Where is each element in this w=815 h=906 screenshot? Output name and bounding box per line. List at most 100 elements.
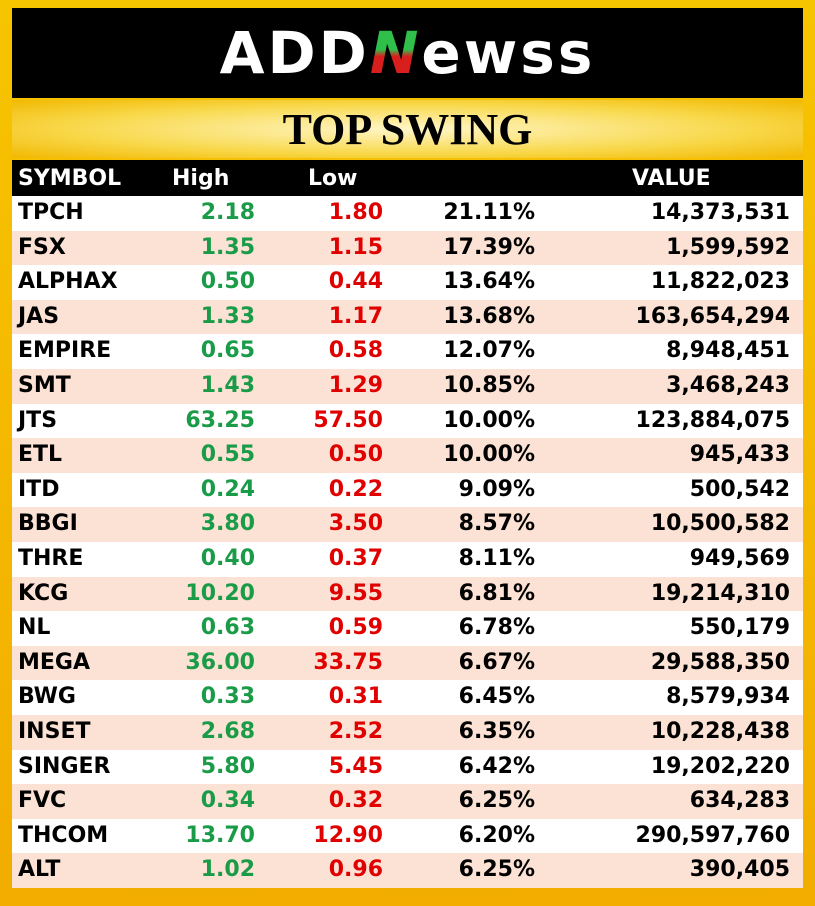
value-cell: 10,500,582 bbox=[650, 511, 790, 537]
table-row: MEGA 36.00 33.75 6.67% 29,588,350 bbox=[12, 645, 803, 681]
change-cell: 9.09% bbox=[458, 476, 535, 502]
symbol-cell: THRE bbox=[18, 545, 84, 571]
value-cell: 8,579,934 bbox=[666, 684, 790, 710]
column-header: High bbox=[172, 166, 230, 191]
high-cell: 5.80 bbox=[200, 753, 255, 779]
high-cell: 1.43 bbox=[200, 372, 255, 398]
table-row: KCG 10.20 9.55 6.81% 19,214,310 bbox=[12, 576, 803, 612]
value-cell: 390,405 bbox=[689, 857, 790, 883]
logo: ADDNewss bbox=[220, 19, 596, 87]
high-cell: 2.18 bbox=[200, 200, 255, 225]
logo-part: ewss bbox=[421, 19, 596, 87]
table-row: SMT 1.43 1.29 10.85% 3,468,243 bbox=[12, 368, 803, 404]
high-cell: 0.40 bbox=[200, 545, 255, 571]
value-cell: 634,283 bbox=[689, 788, 790, 814]
low-cell: 0.50 bbox=[328, 442, 383, 468]
low-cell: 33.75 bbox=[313, 649, 383, 675]
change-cell: 13.64% bbox=[443, 269, 535, 295]
value-cell: 945,433 bbox=[689, 442, 790, 468]
symbol-cell: SMT bbox=[18, 372, 71, 398]
table-row: NL 0.63 0.59 6.78% 550,179 bbox=[12, 611, 803, 646]
low-cell: 0.31 bbox=[328, 684, 383, 710]
table-row: EMPIRE 0.65 0.58 12.07% 8,948,451 bbox=[12, 334, 803, 369]
table-row: INSET 2.68 2.52 6.35% 10,228,438 bbox=[12, 714, 803, 750]
change-cell: 6.42% bbox=[458, 753, 535, 779]
symbol-cell: THCOM bbox=[18, 822, 109, 848]
high-cell: 0.63 bbox=[200, 615, 255, 641]
low-cell: 0.22 bbox=[328, 476, 383, 502]
table-row: BBGI 3.80 3.50 8.57% 10,500,582 bbox=[12, 507, 803, 542]
table-row: SINGER 5.80 5.45 6.42% 19,202,220 bbox=[12, 749, 803, 785]
symbol-cell: BWG bbox=[18, 684, 76, 710]
low-cell: 3.50 bbox=[328, 511, 383, 537]
column-header: SYMBOL bbox=[18, 166, 122, 191]
symbol-cell: JAS bbox=[18, 303, 60, 329]
change-cell: 6.45% bbox=[458, 684, 535, 710]
low-cell: 0.96 bbox=[328, 857, 383, 883]
value-cell: 8,948,451 bbox=[666, 338, 790, 364]
symbol-cell: ALT bbox=[18, 857, 61, 883]
value-cell: 11,822,023 bbox=[650, 269, 790, 295]
value-cell: 163,654,294 bbox=[635, 303, 790, 329]
high-cell: 63.25 bbox=[185, 407, 255, 433]
column-header: VALUE bbox=[632, 166, 711, 191]
symbol-cell: ITD bbox=[18, 476, 60, 502]
value-cell: 3,468,243 bbox=[666, 372, 790, 398]
value-cell: 19,202,220 bbox=[650, 753, 790, 779]
table-row: THRE 0.40 0.37 8.11% 949,569 bbox=[12, 541, 803, 577]
table-row: FSX 1.35 1.15 17.39% 1,599,592 bbox=[12, 230, 803, 266]
low-cell: 0.58 bbox=[328, 338, 383, 364]
title: TOP SWING bbox=[282, 104, 533, 154]
high-cell: 1.02 bbox=[200, 857, 255, 883]
change-cell: 8.11% bbox=[458, 545, 535, 571]
low-cell: 0.59 bbox=[328, 615, 383, 641]
change-cell: 6.81% bbox=[458, 580, 535, 606]
table-row: FVC 0.34 0.32 6.25% 634,283 bbox=[12, 784, 803, 819]
change-cell: 6.35% bbox=[458, 718, 535, 744]
title-band: TOP SWING bbox=[12, 100, 803, 158]
table-row: ALT 1.02 0.96 6.25% 390,405 bbox=[12, 853, 803, 888]
low-cell: 0.32 bbox=[328, 788, 383, 814]
change-cell: 12.07% bbox=[443, 338, 535, 364]
logo-bar: ADDNewss bbox=[12, 8, 803, 98]
value-cell: 29,588,350 bbox=[650, 649, 790, 675]
value-cell: 123,884,075 bbox=[635, 407, 790, 433]
value-cell: 550,179 bbox=[689, 615, 790, 641]
column-header: Low bbox=[308, 166, 358, 191]
high-cell: 36.00 bbox=[185, 649, 255, 675]
change-cell: 8.57% bbox=[458, 511, 535, 537]
high-cell: 0.50 bbox=[200, 269, 255, 295]
change-cell: 6.67% bbox=[458, 649, 535, 675]
table-row: ETL 0.55 0.50 10.00% 945,433 bbox=[12, 438, 803, 473]
low-cell: 1.80 bbox=[328, 200, 383, 225]
value-cell: 19,214,310 bbox=[650, 580, 790, 606]
value-cell: 290,597,760 bbox=[635, 822, 790, 848]
symbol-cell: BBGI bbox=[18, 511, 78, 537]
symbol-cell: ALPHAX bbox=[18, 269, 118, 295]
high-cell: 0.65 bbox=[200, 338, 255, 364]
header-row: SYMBOL High Low VALUE bbox=[12, 160, 803, 196]
table-row: TPCH 2.18 1.80 21.11% 14,373,531 bbox=[12, 196, 803, 231]
value-cell: 949,569 bbox=[689, 545, 790, 571]
change-cell: 6.25% bbox=[458, 788, 535, 814]
low-cell: 1.15 bbox=[328, 234, 383, 260]
high-cell: 0.33 bbox=[200, 684, 255, 710]
change-cell: 21.11% bbox=[443, 200, 535, 225]
value-cell: 1,599,592 bbox=[666, 234, 790, 260]
table-row: JAS 1.33 1.17 13.68% 163,654,294 bbox=[12, 299, 803, 335]
change-cell: 6.25% bbox=[458, 857, 535, 883]
high-cell: 0.34 bbox=[200, 788, 255, 814]
table-row: BWG 0.33 0.31 6.45% 8,579,934 bbox=[12, 680, 803, 715]
high-cell: 0.55 bbox=[200, 442, 255, 468]
logo-part: ADD bbox=[219, 19, 370, 87]
table-row: ITD 0.24 0.22 9.09% 500,542 bbox=[12, 472, 803, 508]
change-cell: 10.00% bbox=[443, 407, 535, 433]
low-cell: 12.90 bbox=[313, 822, 383, 848]
high-cell: 10.20 bbox=[185, 580, 255, 606]
symbol-cell: MEGA bbox=[18, 649, 91, 675]
logo-part: N bbox=[369, 19, 422, 87]
low-cell: 9.55 bbox=[328, 580, 383, 606]
symbol-cell: TPCH bbox=[18, 200, 84, 225]
symbol-cell: EMPIRE bbox=[18, 338, 112, 364]
